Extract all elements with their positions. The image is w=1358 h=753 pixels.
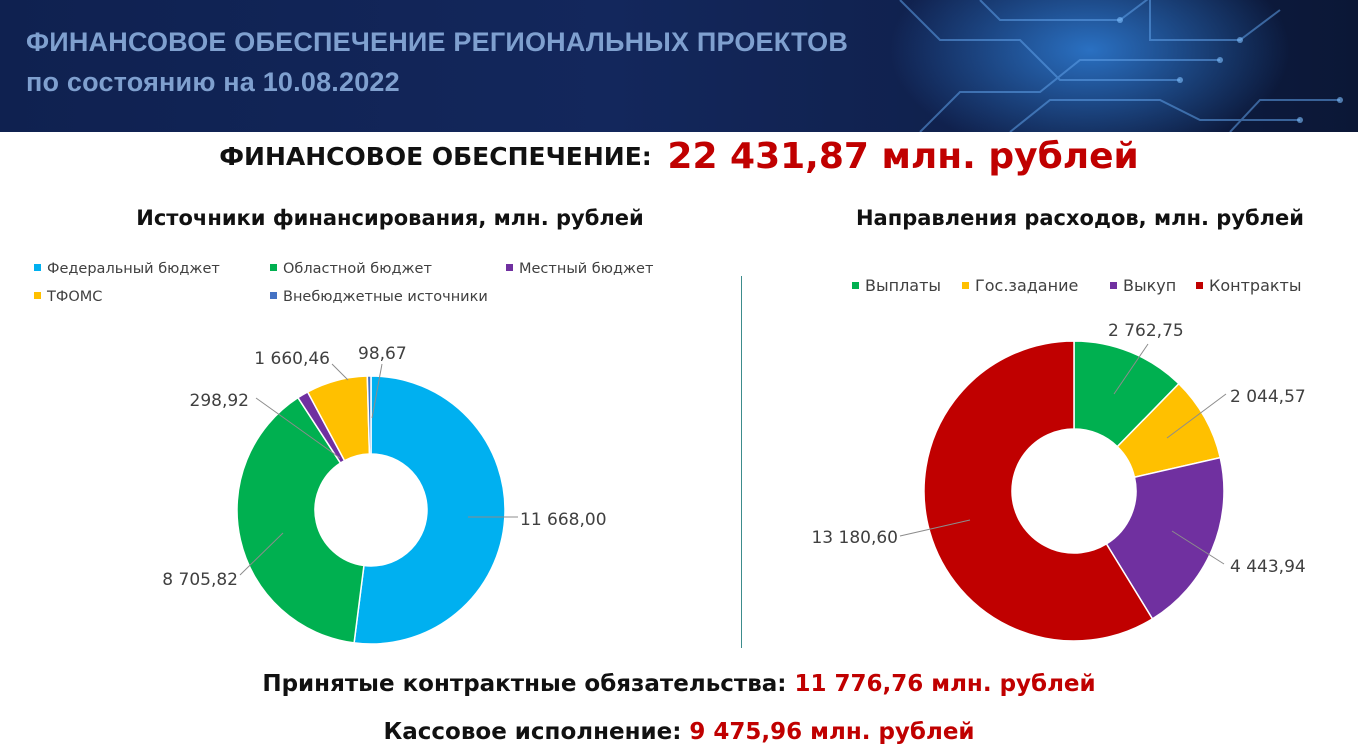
legend-item-tfoms: ТФОМС: [34, 289, 102, 305]
contract-obligations-line: Принятые контрактные обязательства: 11 7…: [0, 671, 1358, 697]
legend-swatch: [506, 264, 513, 271]
data-label: 11 668,00: [520, 510, 607, 530]
data-label: 1 660,46: [254, 349, 330, 369]
sources-chart-title: Источники финансирования, млн. рублей: [136, 206, 644, 230]
vertical-divider: [741, 276, 742, 648]
data-label: 98,67: [358, 344, 407, 364]
data-label: 2 762,75: [1108, 321, 1184, 341]
data-label: 8 705,82: [162, 570, 238, 590]
data-label-leader-line: [1113, 343, 1149, 395]
cash-execution-line: Кассовое исполнение: 9 475,96 млн. рубле…: [0, 719, 1358, 745]
data-label: 298,92: [190, 391, 249, 411]
legend-swatch: [1196, 282, 1203, 289]
total-label: ФИНАНСОВОЕ ОБЕСПЕЧЕНИЕ:: [219, 142, 652, 171]
data-label: 4 443,94: [1230, 557, 1306, 577]
legend-swatch: [270, 264, 277, 271]
donut-slice: [923, 340, 1154, 642]
total-value: 22 431,87 млн. рублей: [667, 136, 1139, 177]
legend-item-offbudget: Внебюджетные источники: [270, 289, 488, 305]
legend-swatch: [962, 282, 969, 289]
contract-obligations-label: Принятые контрактные обязательства:: [262, 671, 787, 697]
circuit-background-graphic: [890, 0, 1343, 132]
donut-slice: [236, 396, 365, 644]
data-label-leader-line: [1166, 393, 1227, 439]
data-label: 2 044,57: [1230, 387, 1306, 407]
legend-item-regional: Областной бюджет: [270, 261, 432, 277]
contract-obligations-value: 11 776,76 млн. рублей: [794, 671, 1096, 697]
legend-swatch: [852, 282, 859, 289]
data-label-leader-line: [255, 397, 341, 459]
cash-execution-value: 9 475,96 млн. рублей: [689, 719, 975, 745]
legend-swatch: [34, 292, 41, 299]
donut-slice: [366, 375, 372, 455]
banner-title: ФИНАНСОВОЕ ОБЕСПЕЧЕНИЕ РЕГИОНАЛЬНЫХ ПРОЕ…: [26, 22, 848, 102]
legend-swatch: [34, 264, 41, 271]
legend-swatch: [270, 292, 277, 299]
header-banner: ФИНАНСОВОЕ ОБЕСПЕЧЕНИЕ РЕГИОНАЛЬНЫХ ПРОЕ…: [0, 0, 1358, 132]
legend-item-federal: Федеральный бюджет: [34, 261, 220, 277]
cash-execution-label: Кассовое исполнение:: [383, 719, 682, 745]
total-summary: ФИНАНСОВОЕ ОБЕСПЕЧЕНИЕ: 22 431,87 млн. р…: [0, 136, 1358, 177]
legend-item-buyout: Выкуп: [1110, 276, 1176, 295]
data-label-leader-line: [331, 363, 349, 381]
banner-title-line1: ФИНАНСОВОЕ ОБЕСПЕЧЕНИЕ РЕГИОНАЛЬНЫХ ПРОЕ…: [26, 27, 849, 57]
legend-item-state-task: Гос.задание: [962, 276, 1078, 295]
donut-slice: [353, 375, 506, 645]
data-label-leader-line: [899, 519, 971, 537]
banner-title-line2: по состоянию на 10.08.2022: [26, 67, 400, 97]
data-label-leader-line: [371, 363, 383, 419]
expenses-chart-title: Направления расходов, млн. рублей: [855, 206, 1305, 230]
legend-swatch: [1110, 282, 1117, 289]
data-label-leader-line: [239, 532, 284, 576]
legend-item-contracts: Контракты: [1196, 276, 1302, 295]
legend-item-local: Местный бюджет: [506, 261, 653, 277]
donut-slice: [1105, 456, 1225, 620]
data-label: 13 180,60: [811, 528, 898, 548]
data-label-leader-line: [1171, 530, 1225, 565]
legend-item-payments: Выплаты: [852, 276, 941, 295]
